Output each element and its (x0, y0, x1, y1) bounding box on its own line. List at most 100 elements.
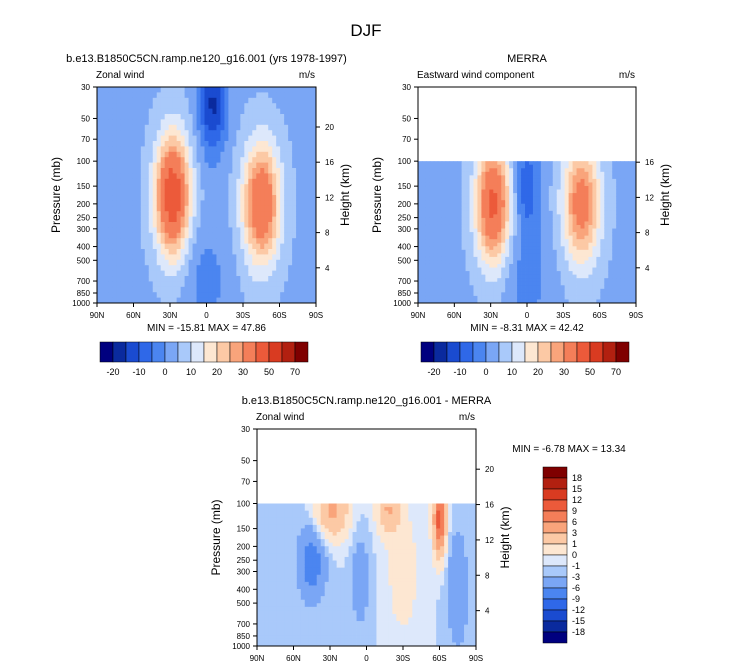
colorbar-label: -10 (453, 367, 466, 377)
panel-2-htick-label: 12 (645, 193, 654, 202)
colorbar-swatch (542, 488, 568, 501)
colorbar-swatch (542, 609, 568, 622)
colorbar-label: 70 (290, 367, 300, 377)
colorbar-label: 50 (585, 367, 595, 377)
panel-1-xtick-label: 30S (236, 311, 250, 320)
panel-1-unit-label: m/s (299, 70, 315, 81)
panel-1-ytick-label: 200 (77, 200, 91, 209)
colorbar-label: 15 (572, 484, 582, 494)
panel-3-ytick-label: 50 (241, 457, 250, 466)
panel-3-stats: MIN = -6.78 MAX = 13.34 (512, 444, 626, 455)
panel-1: b.e13.B1850C5CN.ramp.ne120_g16.001 (yrs … (49, 53, 352, 334)
panel-3-xtick-label: 30S (396, 654, 410, 663)
panel-3-ytick-label: 70 (241, 477, 250, 486)
panel-3-xtick-label: 90N (250, 654, 265, 663)
panel-2-ytick-label: 250 (398, 214, 412, 223)
colorbar-swatch (542, 631, 568, 644)
panel-2-ytick-label: 50 (402, 114, 411, 123)
panel-2-left-label: Eastward wind component (417, 70, 535, 81)
colorbar-label: -20 (427, 367, 440, 377)
panel-1-xtick-label: 90N (90, 311, 105, 320)
colorbar-swatch (203, 341, 218, 363)
colorbar-label: -12 (572, 605, 585, 615)
colorbar-label: 3 (572, 528, 577, 538)
panel-1-ytick-label: 250 (77, 214, 91, 223)
colorbar-swatch (164, 341, 179, 363)
colorbar-swatch (542, 477, 568, 490)
panel-1-xtick-label: 60N (126, 311, 141, 320)
panel-2-xtick-label: 0 (525, 311, 530, 320)
panel-1-ytick-label: 30 (81, 83, 90, 92)
panel-3: b.e13.B1850C5CN.ramp.ne120_g16.001 - MER… (209, 395, 626, 663)
colorbar-swatch (576, 341, 591, 363)
colorbar-swatch (216, 341, 231, 363)
panel-2-xtick-label: 60N (447, 311, 462, 320)
panel-3-htick-label: 20 (485, 465, 494, 474)
panel-3-ytick-label: 300 (237, 567, 251, 576)
panel-3-xtick-label: 0 (364, 654, 369, 663)
panel-3-xtick-label: 30N (323, 654, 338, 663)
colorbar-swatch (151, 341, 166, 363)
panel-3-field (257, 503, 477, 647)
colorbar-label: 30 (559, 367, 569, 377)
panel-3-ytick-label: 200 (237, 542, 251, 551)
colorbar-label: 20 (533, 367, 543, 377)
colorbar-swatch (537, 341, 552, 363)
colorbar-label: -6 (572, 583, 580, 593)
panel-2-ytick-label: 500 (398, 256, 412, 265)
colorbar-label: 0 (483, 367, 488, 377)
panel-2-xtick-label: 30S (556, 311, 570, 320)
panel-2-title: MERRA (507, 53, 547, 65)
colorbar-label: 50 (264, 367, 274, 377)
colorbar-swatch (542, 554, 568, 567)
colorbar-merra: -20 -10 0 10 20 30 50 70 (420, 341, 630, 377)
panel-2-ytick-label: 150 (398, 182, 412, 191)
panel-3-xtick-label: 90S (469, 654, 483, 663)
panel-2-htick-label: 8 (645, 229, 650, 238)
panel-2-ytick-label: 100 (398, 157, 412, 166)
panel-3-ytick-label: 150 (237, 525, 251, 534)
panel-2-field (418, 161, 637, 304)
colorbar-swatch (294, 341, 309, 363)
panel-1-ytick-label: 400 (77, 243, 91, 252)
panel-1-ylabel: Pressure (mb) (49, 157, 63, 233)
colorbar-label: 10 (507, 367, 517, 377)
colorbar-swatch (542, 598, 568, 611)
colorbar-label: -9 (572, 594, 580, 604)
panel-1-ytick-label: 500 (77, 256, 91, 265)
panel-2-ylabel-right: Height (km) (658, 164, 672, 226)
colorbar-label: 20 (212, 367, 222, 377)
page-title: DJF (350, 21, 381, 40)
colorbar-label: 12 (572, 495, 582, 505)
panel-2: MERRA Eastward wind component m/s 30 50 70 100… (370, 53, 672, 334)
panel-3-ytick-label: 250 (237, 556, 251, 565)
colorbar-swatch (542, 521, 568, 534)
panel-1-ytick-label: 100 (77, 157, 91, 166)
panel-3-xtick-label: 60N (286, 654, 301, 663)
panel-1-ytick-label: 150 (77, 182, 91, 191)
panel-3-ylabel: Pressure (mb) (209, 499, 223, 575)
panel-1-stats: MIN = -15.81 MAX = 47.86 (147, 323, 266, 334)
colorbar-label: -15 (572, 616, 585, 626)
colorbar-swatch (542, 543, 568, 556)
colorbar-swatch (615, 341, 630, 363)
panel-3-ytick-label: 100 (237, 500, 251, 509)
colorbar-swatch (242, 341, 257, 363)
colorbar-swatch (268, 341, 283, 363)
panel-2-ytick-label: 30 (402, 83, 411, 92)
colorbar-swatch (420, 341, 435, 363)
colorbar-swatch (542, 466, 568, 479)
colorbar-swatch (472, 341, 487, 363)
panel-3-ytick-label: 400 (237, 585, 251, 594)
colorbar-label: 18 (572, 473, 582, 483)
panel-3-htick-label: 8 (485, 571, 490, 580)
panel-1-xtick-label: 30N (163, 311, 178, 320)
panel-2-ylabel: Pressure (mb) (370, 157, 384, 233)
panel-2-ytick-label: 700 (398, 277, 412, 286)
panel-1-left-label: Zonal wind (96, 70, 144, 81)
colorbar-swatch (498, 341, 513, 363)
panel-1-field (97, 87, 317, 304)
panel-2-xtick-label: 90S (629, 311, 643, 320)
colorbar-swatch (138, 341, 153, 363)
panel-2-stats: MIN = -8.31 MAX = 42.42 (470, 323, 584, 334)
